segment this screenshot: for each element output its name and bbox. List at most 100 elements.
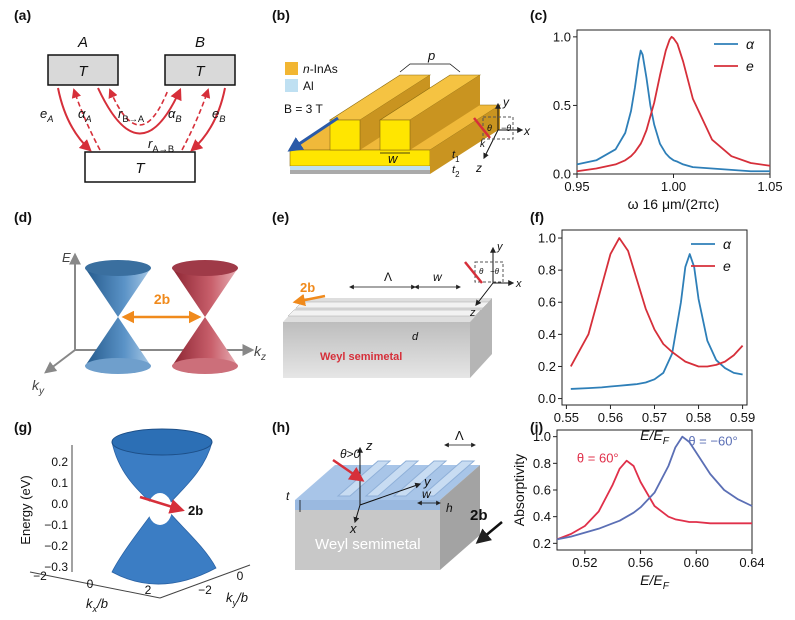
label-part: b (162, 291, 171, 307)
label-part: k (32, 377, 40, 393)
label: A (77, 34, 88, 51)
cone (85, 260, 151, 276)
diagram-b (285, 62, 524, 174)
label: z (469, 307, 476, 319)
slab-side (440, 465, 480, 570)
label-part: /b (236, 590, 248, 605)
label-part: B (219, 114, 225, 124)
legend-label: α (723, 236, 732, 252)
x-tick-label: 0.56 (598, 410, 623, 425)
x-tick-label: 1.05 (757, 179, 782, 194)
label-part: k (254, 343, 262, 359)
label: w (388, 151, 399, 166)
label: Energy (eV) (18, 475, 33, 544)
label-part: x (92, 604, 98, 614)
y-tick-label: 0.2 (538, 359, 556, 374)
label: T (195, 63, 206, 80)
wave-vector (473, 117, 491, 139)
ridge (287, 309, 482, 317)
label: y (423, 474, 432, 489)
label: p (427, 48, 435, 63)
y-tick-label: 0.2 (533, 536, 551, 551)
series-annotation: θ = −60° (688, 434, 737, 449)
label-part: /b (96, 596, 108, 611)
label-part: 1 (455, 155, 460, 164)
al-layer (290, 166, 430, 170)
label-part: F (663, 581, 670, 592)
label-part: B (175, 114, 181, 124)
panel-label: (c) (530, 7, 547, 23)
label: ky (32, 377, 45, 397)
label: αB (168, 106, 182, 124)
diagram-g (29, 428, 251, 599)
incident-wave (332, 458, 365, 482)
arrow (97, 87, 182, 135)
label-part: b (195, 503, 203, 518)
label-part: F (663, 436, 670, 447)
y-tick-label: 0.4 (533, 509, 551, 524)
label: 2b (188, 503, 203, 518)
reservoir-b (164, 54, 236, 86)
label: B (195, 34, 205, 51)
label-part: e (40, 106, 47, 121)
substrate (290, 170, 430, 174)
slab-side (470, 298, 492, 378)
label: t (286, 489, 290, 503)
ridge (392, 460, 448, 497)
label: Λ (455, 428, 464, 443)
label-part: 2 (188, 503, 195, 518)
series-line (576, 35, 771, 173)
separation-arrow (139, 495, 185, 514)
label-part: e (212, 106, 219, 121)
y-tick-label: 1.0 (553, 29, 571, 44)
diagram-a (47, 54, 236, 183)
label-part: 2 (455, 170, 459, 179)
series-annotation: θ = 60° (577, 451, 619, 466)
y-tick-label: 1.0 (533, 429, 551, 444)
arrow (108, 88, 169, 126)
x-tick-label: 0.60 (684, 555, 709, 570)
tick-label: −0.2 (44, 539, 68, 553)
arrow (475, 521, 503, 544)
x-tick-label: 0.95 (564, 179, 589, 194)
label-part: B→A (122, 114, 145, 124)
label-part: 2 (470, 507, 478, 524)
label: x (515, 278, 522, 290)
label: kx/b (86, 596, 108, 614)
label-part: A (46, 114, 53, 124)
axis (483, 129, 499, 160)
y-tick-label: 0.6 (538, 295, 556, 310)
panel-label: (d) (14, 209, 32, 225)
y-tick-label: 0.6 (533, 483, 551, 498)
label-part: -InAs (310, 62, 338, 76)
x-tick-label: 0.59 (730, 410, 755, 425)
label-part: 2 (154, 291, 162, 307)
panel-label: (a) (14, 7, 31, 23)
x-axis-label: E/EF (640, 427, 670, 447)
label: 2b (154, 291, 170, 307)
label-part: α (168, 106, 176, 121)
label-part: A (84, 114, 91, 124)
label: Weyl semimetal (315, 536, 421, 553)
label: x (349, 521, 357, 536)
label: k (480, 139, 486, 150)
slab-front (289, 149, 431, 167)
label: w (433, 270, 443, 284)
axis (353, 504, 361, 524)
legend-label: e (746, 58, 754, 74)
diagram-h (295, 442, 503, 570)
label: t2 (452, 164, 459, 179)
slab-front (283, 322, 470, 378)
label-part: E/E (640, 427, 663, 443)
panel-label: (b) (272, 7, 290, 23)
gap (148, 493, 172, 525)
x-axis-label: ω 16 μm/(2πc) (628, 196, 720, 212)
legend-label: e (723, 258, 731, 274)
ridge (379, 119, 411, 151)
series-line (556, 459, 752, 541)
label: T (135, 160, 146, 177)
axis (29, 571, 161, 599)
reservoir-t (84, 151, 196, 183)
